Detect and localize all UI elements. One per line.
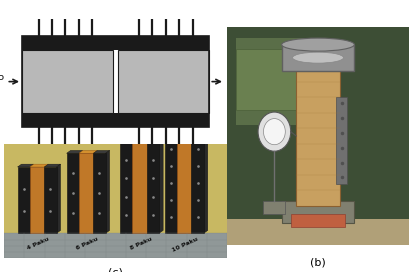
Circle shape bbox=[263, 119, 285, 145]
Bar bbox=[132, 142, 147, 233]
Bar bbox=[291, 214, 345, 227]
Bar bbox=[120, 142, 133, 233]
Ellipse shape bbox=[292, 52, 344, 63]
Bar bbox=[282, 201, 354, 223]
Bar bbox=[165, 133, 177, 233]
Bar bbox=[66, 153, 79, 233]
Polygon shape bbox=[17, 164, 34, 167]
Bar bbox=[236, 49, 313, 110]
Bar bbox=[263, 201, 285, 214]
Bar bbox=[296, 71, 340, 206]
Bar bbox=[4, 233, 227, 258]
Bar bbox=[147, 142, 159, 233]
Bar bbox=[79, 153, 93, 233]
Bar bbox=[17, 167, 30, 233]
Polygon shape bbox=[177, 130, 195, 133]
Bar bbox=[236, 38, 318, 125]
Text: (a): (a) bbox=[108, 158, 123, 168]
Polygon shape bbox=[165, 130, 181, 133]
Text: 8 Paku: 8 Paku bbox=[129, 237, 152, 251]
Polygon shape bbox=[30, 164, 48, 167]
Polygon shape bbox=[57, 164, 61, 233]
Bar bbox=[118, 51, 209, 113]
Bar bbox=[336, 97, 347, 184]
Polygon shape bbox=[106, 150, 109, 233]
Polygon shape bbox=[44, 164, 61, 167]
Bar bbox=[22, 36, 209, 127]
Text: P: P bbox=[0, 75, 4, 85]
Bar bbox=[44, 167, 57, 233]
Polygon shape bbox=[120, 139, 136, 142]
Text: 4 Paku: 4 Paku bbox=[26, 237, 50, 251]
Bar bbox=[192, 133, 204, 233]
Text: (c): (c) bbox=[108, 268, 123, 272]
Polygon shape bbox=[66, 150, 83, 153]
Polygon shape bbox=[79, 150, 97, 153]
Bar bbox=[30, 167, 44, 233]
Bar bbox=[177, 133, 192, 233]
Bar bbox=[22, 36, 209, 51]
Polygon shape bbox=[147, 139, 163, 142]
Text: 6 Paku: 6 Paku bbox=[76, 237, 99, 251]
Text: 10 Paku: 10 Paku bbox=[171, 237, 199, 253]
Polygon shape bbox=[159, 139, 163, 233]
Circle shape bbox=[258, 112, 291, 151]
Polygon shape bbox=[204, 130, 208, 233]
Polygon shape bbox=[93, 150, 109, 153]
Polygon shape bbox=[132, 139, 151, 142]
Bar bbox=[93, 153, 106, 233]
Bar bbox=[227, 219, 409, 245]
Text: (b): (b) bbox=[310, 258, 326, 268]
Bar bbox=[22, 51, 114, 113]
Bar bbox=[282, 45, 354, 71]
Text: P: P bbox=[227, 75, 233, 85]
Ellipse shape bbox=[282, 38, 354, 51]
Polygon shape bbox=[192, 130, 208, 133]
Bar bbox=[22, 113, 209, 127]
